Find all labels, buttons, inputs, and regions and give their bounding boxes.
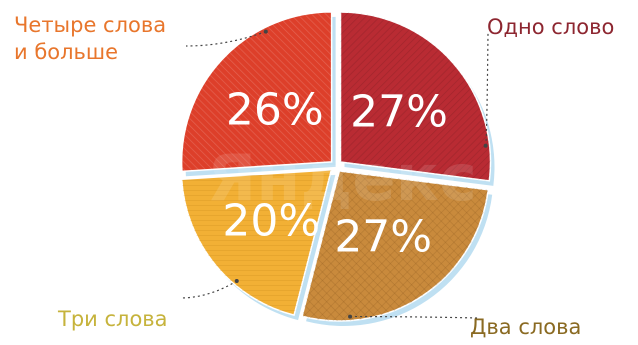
slice-label-four-plus-words: Четыре слова и больше bbox=[14, 12, 166, 66]
slice-texture-four-plus-words bbox=[181, 11, 332, 172]
value-label-one-word: 27% bbox=[350, 86, 448, 137]
leader-dot-two-words bbox=[348, 314, 353, 319]
slice-label-one-word: Одно слово bbox=[487, 15, 615, 39]
leader-line-four-plus-words bbox=[185, 31, 267, 47]
leader-line-three-words bbox=[179, 280, 238, 299]
leader-dot-three-words bbox=[234, 279, 239, 284]
slice-label-two-words: Два слова bbox=[470, 315, 582, 339]
slice-label-line-2: и больше bbox=[14, 40, 119, 64]
pie-slice-four-plus-words bbox=[180, 11, 333, 173]
pie-slice-one-word bbox=[339, 11, 492, 182]
value-label-four-plus-words: 26% bbox=[226, 84, 324, 135]
slice-label-line-1: Четыре слова bbox=[14, 13, 167, 37]
value-label-three-words: 20% bbox=[222, 196, 320, 247]
pie-slice-two-words bbox=[301, 170, 490, 322]
pie-slice-three-words bbox=[180, 169, 333, 317]
slice-texture-two-words bbox=[302, 170, 489, 321]
slice-texture-one-word bbox=[340, 12, 491, 181]
leader-dot-four-plus-words bbox=[263, 29, 268, 34]
value-label-two-words: 27% bbox=[334, 211, 432, 262]
slice-label-three-words: Три слова bbox=[58, 307, 168, 331]
slice-texture-three-words bbox=[181, 169, 332, 316]
watermark: Яндекс bbox=[207, 142, 477, 216]
leader-dot-one-word bbox=[483, 143, 488, 148]
